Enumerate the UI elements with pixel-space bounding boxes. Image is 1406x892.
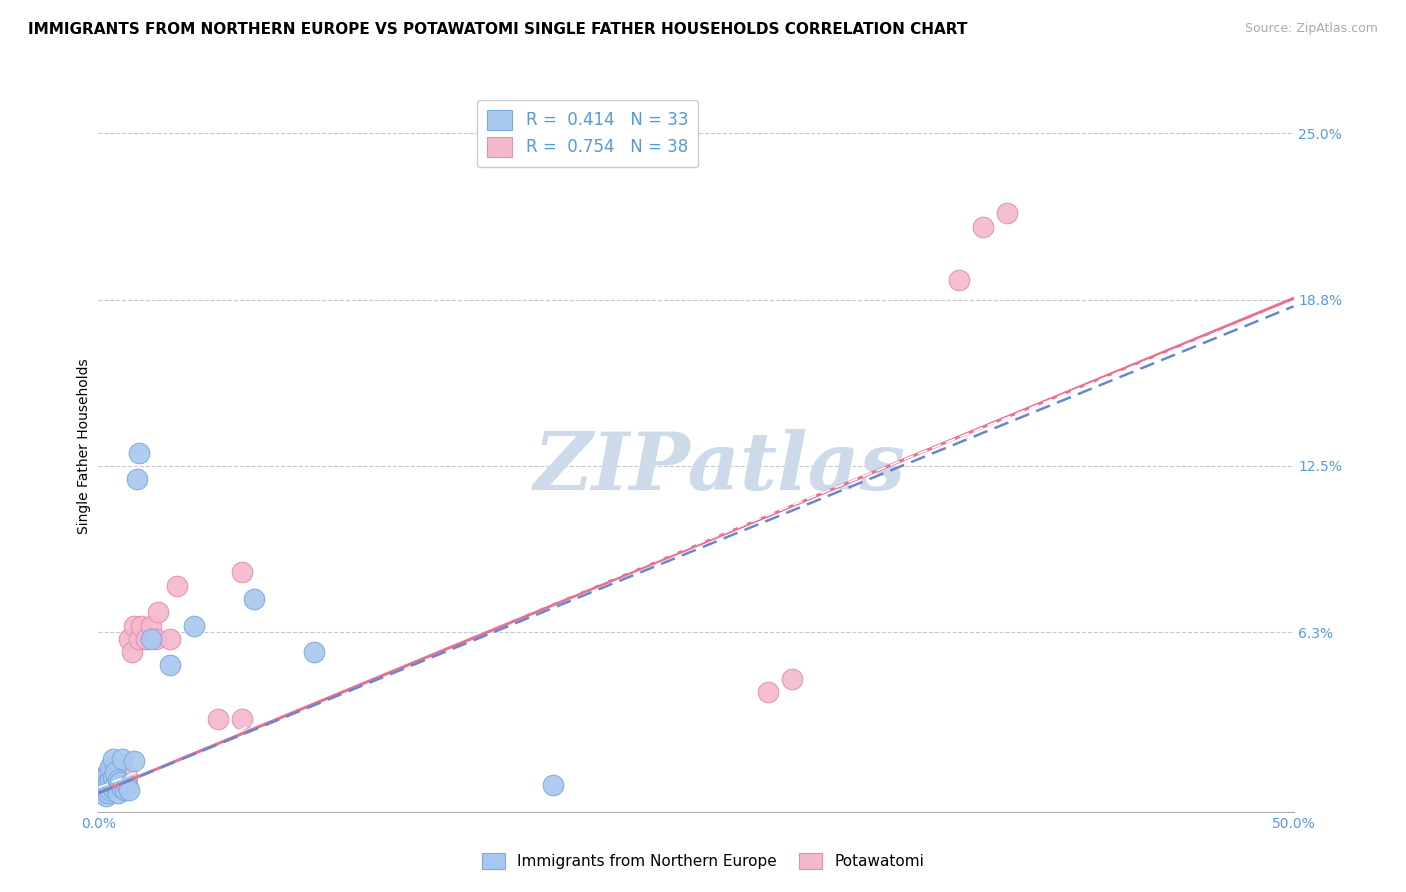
Point (108, 772, 131, 787)
Point (124, 618, 146, 632)
Point (111, 775, 134, 789)
Point (128, 445, 150, 459)
Point (124, 754, 146, 768)
Point (231, 566, 253, 580)
Point (101, 775, 124, 789)
Point (128, 632, 150, 646)
Point (139, 618, 162, 632)
Point (243, 591, 266, 606)
Point (90, 786, 112, 800)
Point (125, 472, 148, 486)
Point (108, 775, 131, 789)
Point (159, 658, 181, 673)
Point (91, 778, 114, 792)
Text: Source: ZipAtlas.com: Source: ZipAtlas.com (1244, 22, 1378, 36)
Point (231, 712, 253, 726)
Legend: Immigrants from Northern Europe, Potawatomi: Immigrants from Northern Europe, Potawat… (475, 847, 931, 875)
Point (97, 786, 120, 800)
Point (972, 219, 994, 234)
Point (90, 778, 112, 792)
Point (97, 775, 120, 789)
Point (104, 778, 127, 792)
Point (104, 764, 127, 779)
Point (97, 778, 120, 792)
Point (948, 273, 970, 287)
Point (98, 759, 122, 773)
Point (91, 783, 114, 797)
Point (166, 579, 188, 593)
Point (114, 783, 136, 797)
Point (780, 672, 803, 686)
Point (94, 789, 117, 803)
Point (302, 645, 325, 659)
Point (115, 770, 138, 784)
Point (107, 786, 129, 800)
Point (115, 778, 138, 792)
Point (183, 618, 205, 632)
Text: IMMIGRANTS FROM NORTHERN EUROPE VS POTAWATOMI SINGLE FATHER HOUSEHOLDS CORRELATI: IMMIGRANTS FROM NORTHERN EUROPE VS POTAW… (28, 22, 967, 37)
Point (107, 772, 129, 787)
Point (98, 780, 122, 795)
Point (91, 770, 114, 784)
Point (98, 772, 122, 787)
Legend: R =  0.414   N = 33, R =  0.754   N = 38: R = 0.414 N = 33, R = 0.754 N = 38 (477, 100, 697, 167)
Point (101, 751, 124, 765)
Point (104, 778, 127, 792)
Point (135, 632, 157, 646)
Point (145, 632, 167, 646)
Point (111, 751, 134, 765)
Point (118, 783, 141, 797)
Point (101, 770, 124, 784)
Point (98, 770, 122, 784)
Point (121, 645, 143, 659)
Point (541, 778, 564, 792)
Point (98, 783, 122, 797)
Point (111, 780, 134, 795)
Y-axis label: Single Father Households: Single Father Households (77, 359, 91, 533)
Point (104, 764, 127, 779)
Point (114, 767, 136, 781)
Point (131, 618, 153, 632)
Point (118, 632, 141, 646)
Point (148, 605, 170, 619)
Point (159, 632, 181, 646)
Point (107, 770, 129, 784)
Point (139, 632, 162, 646)
Point (94, 772, 117, 787)
Point (94, 780, 117, 795)
Point (756, 685, 779, 699)
Point (101, 759, 124, 773)
Point (94, 770, 117, 784)
Point (995, 206, 1018, 220)
Text: ZIPatlas: ZIPatlas (534, 429, 905, 507)
Point (94, 783, 117, 797)
Point (97, 764, 120, 779)
Point (101, 780, 124, 795)
Point (90, 786, 112, 800)
Point (207, 712, 229, 726)
Point (91, 780, 114, 795)
